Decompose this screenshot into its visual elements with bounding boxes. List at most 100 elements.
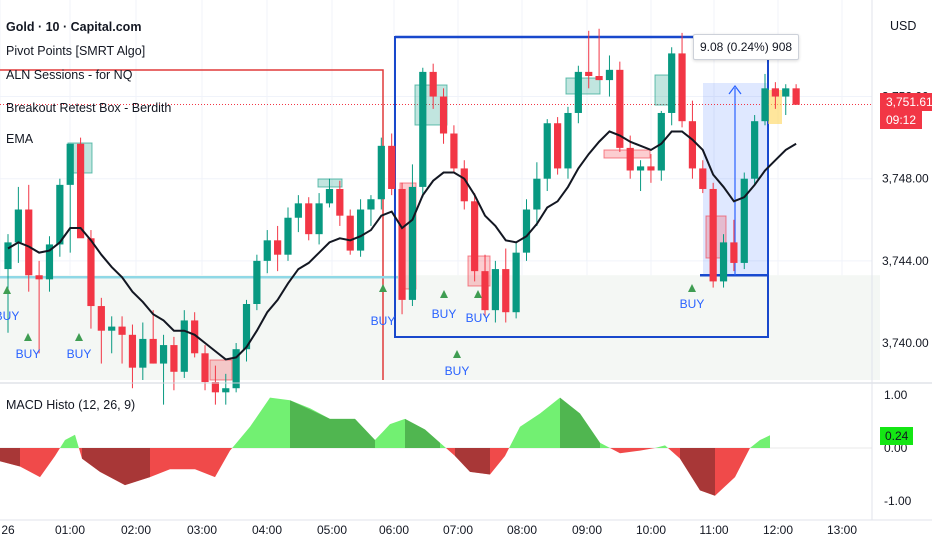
candle-5 [56,184,64,245]
legend-ema[interactable]: EMA [6,132,34,146]
time-label-2: 02:00 [121,523,151,537]
macd-dark-up-1 [290,400,375,448]
macd-histogram [0,382,932,496]
buy-label-1: BUY [16,347,41,361]
candle-56 [585,71,593,76]
macd-tick-2: -1.00 [884,494,912,508]
legend-aln-sessions[interactable]: ALN Sessions - for NQ [6,68,133,82]
candle-34 [356,209,365,251]
symbol-title[interactable]: Gold · 10 · Capital.com [6,20,142,34]
candle-17 [180,320,188,372]
session-zone [0,275,880,380]
candle-46 [481,271,489,311]
time-label-3: 03:00 [187,523,217,537]
order-block-8 [209,359,233,381]
measure-tooltip: 9.08 (0.24%) 908 [693,34,800,60]
measure-arrow-head [728,85,742,95]
macd-dark-up-2 [560,397,600,448]
candle-19 [201,353,209,383]
candle-40 [419,71,427,187]
candle-16 [170,345,178,372]
candle-52 [543,123,551,179]
buy-label-3: BUY [371,314,396,328]
buy-arrow-5 [474,290,482,298]
candle-33 [346,215,354,251]
candle-26 [274,240,282,255]
time-label-9: 09:00 [572,523,602,537]
time-label-13: 13:00 [827,523,857,537]
buy-arrow-3 [379,284,387,292]
macd-current-value: 0.24 [880,427,914,445]
candle-28 [294,203,302,218]
buy-arrow-4 [440,290,448,298]
candle-49 [512,252,520,313]
candle-44 [460,168,468,202]
candle-70 [730,242,738,263]
buy-label-0: BUY [0,309,19,323]
candle-37 [388,145,396,189]
candle-74 [771,88,779,97]
current-price-label: 3,751.61 [880,93,932,111]
time-label-4: 04:00 [252,523,282,537]
time-label-10: 10:00 [636,523,666,537]
candle-48 [502,269,510,313]
legend-breakout-retest[interactable]: Breakout Retest Box - Berdith [6,101,172,115]
candle-75 [782,88,790,97]
candle-13 [139,338,147,368]
candle-3 [35,275,43,280]
time-label-5: 05:00 [317,523,347,537]
candle-64 [668,53,676,113]
candle-51 [533,178,541,210]
legend-macd[interactable]: MACD Histo (12, 26, 9) [6,398,136,412]
candle-55 [574,71,582,113]
candle-65 [678,53,686,122]
buy-arrow-1 [24,333,32,341]
buy-arrow-6 [453,350,461,358]
buy-label-2: BUY [67,347,92,361]
candle-7 [76,143,85,239]
candle-35 [367,199,375,210]
candle-9 [97,306,105,331]
candle-58 [605,69,614,81]
candle-2 [25,209,33,276]
candle-20 [211,382,219,393]
buy-label-7: BUY [680,297,705,311]
candle-54 [564,112,572,169]
candle-59 [616,69,624,148]
candle-66 [688,121,697,169]
candle-24 [253,260,261,304]
order-block-4 [565,77,601,95]
candle-29 [305,203,313,235]
macd-positive-area [60,397,770,448]
candle-41 [429,71,437,97]
legend-pivot-points[interactable]: Pivot Points [SMRT Algo] [6,44,146,58]
candle-62 [647,166,655,171]
order-block-9 [317,178,343,188]
candle-32 [336,188,344,216]
macd-tick-0: 1.00 [884,388,908,402]
candle-42 [439,96,448,134]
candle-39 [408,186,417,300]
time-label-11: 11:00 [699,523,728,537]
candle-10 [108,326,116,331]
time-label-1: 01:00 [55,523,85,537]
candle-50 [522,209,531,253]
macd-negative-area [0,448,750,496]
time-label-7: 07:00 [443,523,473,537]
time-label-8: 08:00 [507,523,537,537]
currency-label[interactable]: USD [890,19,917,33]
candle-57 [595,76,603,81]
buy-label-6: BUY [445,364,470,378]
candle-53 [554,123,562,169]
buy-arrow-2 [75,333,83,341]
candle-11 [118,326,126,335]
candle-68 [709,188,717,282]
macd-dark-up-3 [405,418,440,448]
candle-67 [699,168,707,189]
candle-69 [719,242,728,282]
candle-8 [87,238,95,307]
candle-1 [14,209,22,243]
price-tick-2: 3,748.00 [882,172,929,186]
buy-arrow-0 [3,286,11,294]
